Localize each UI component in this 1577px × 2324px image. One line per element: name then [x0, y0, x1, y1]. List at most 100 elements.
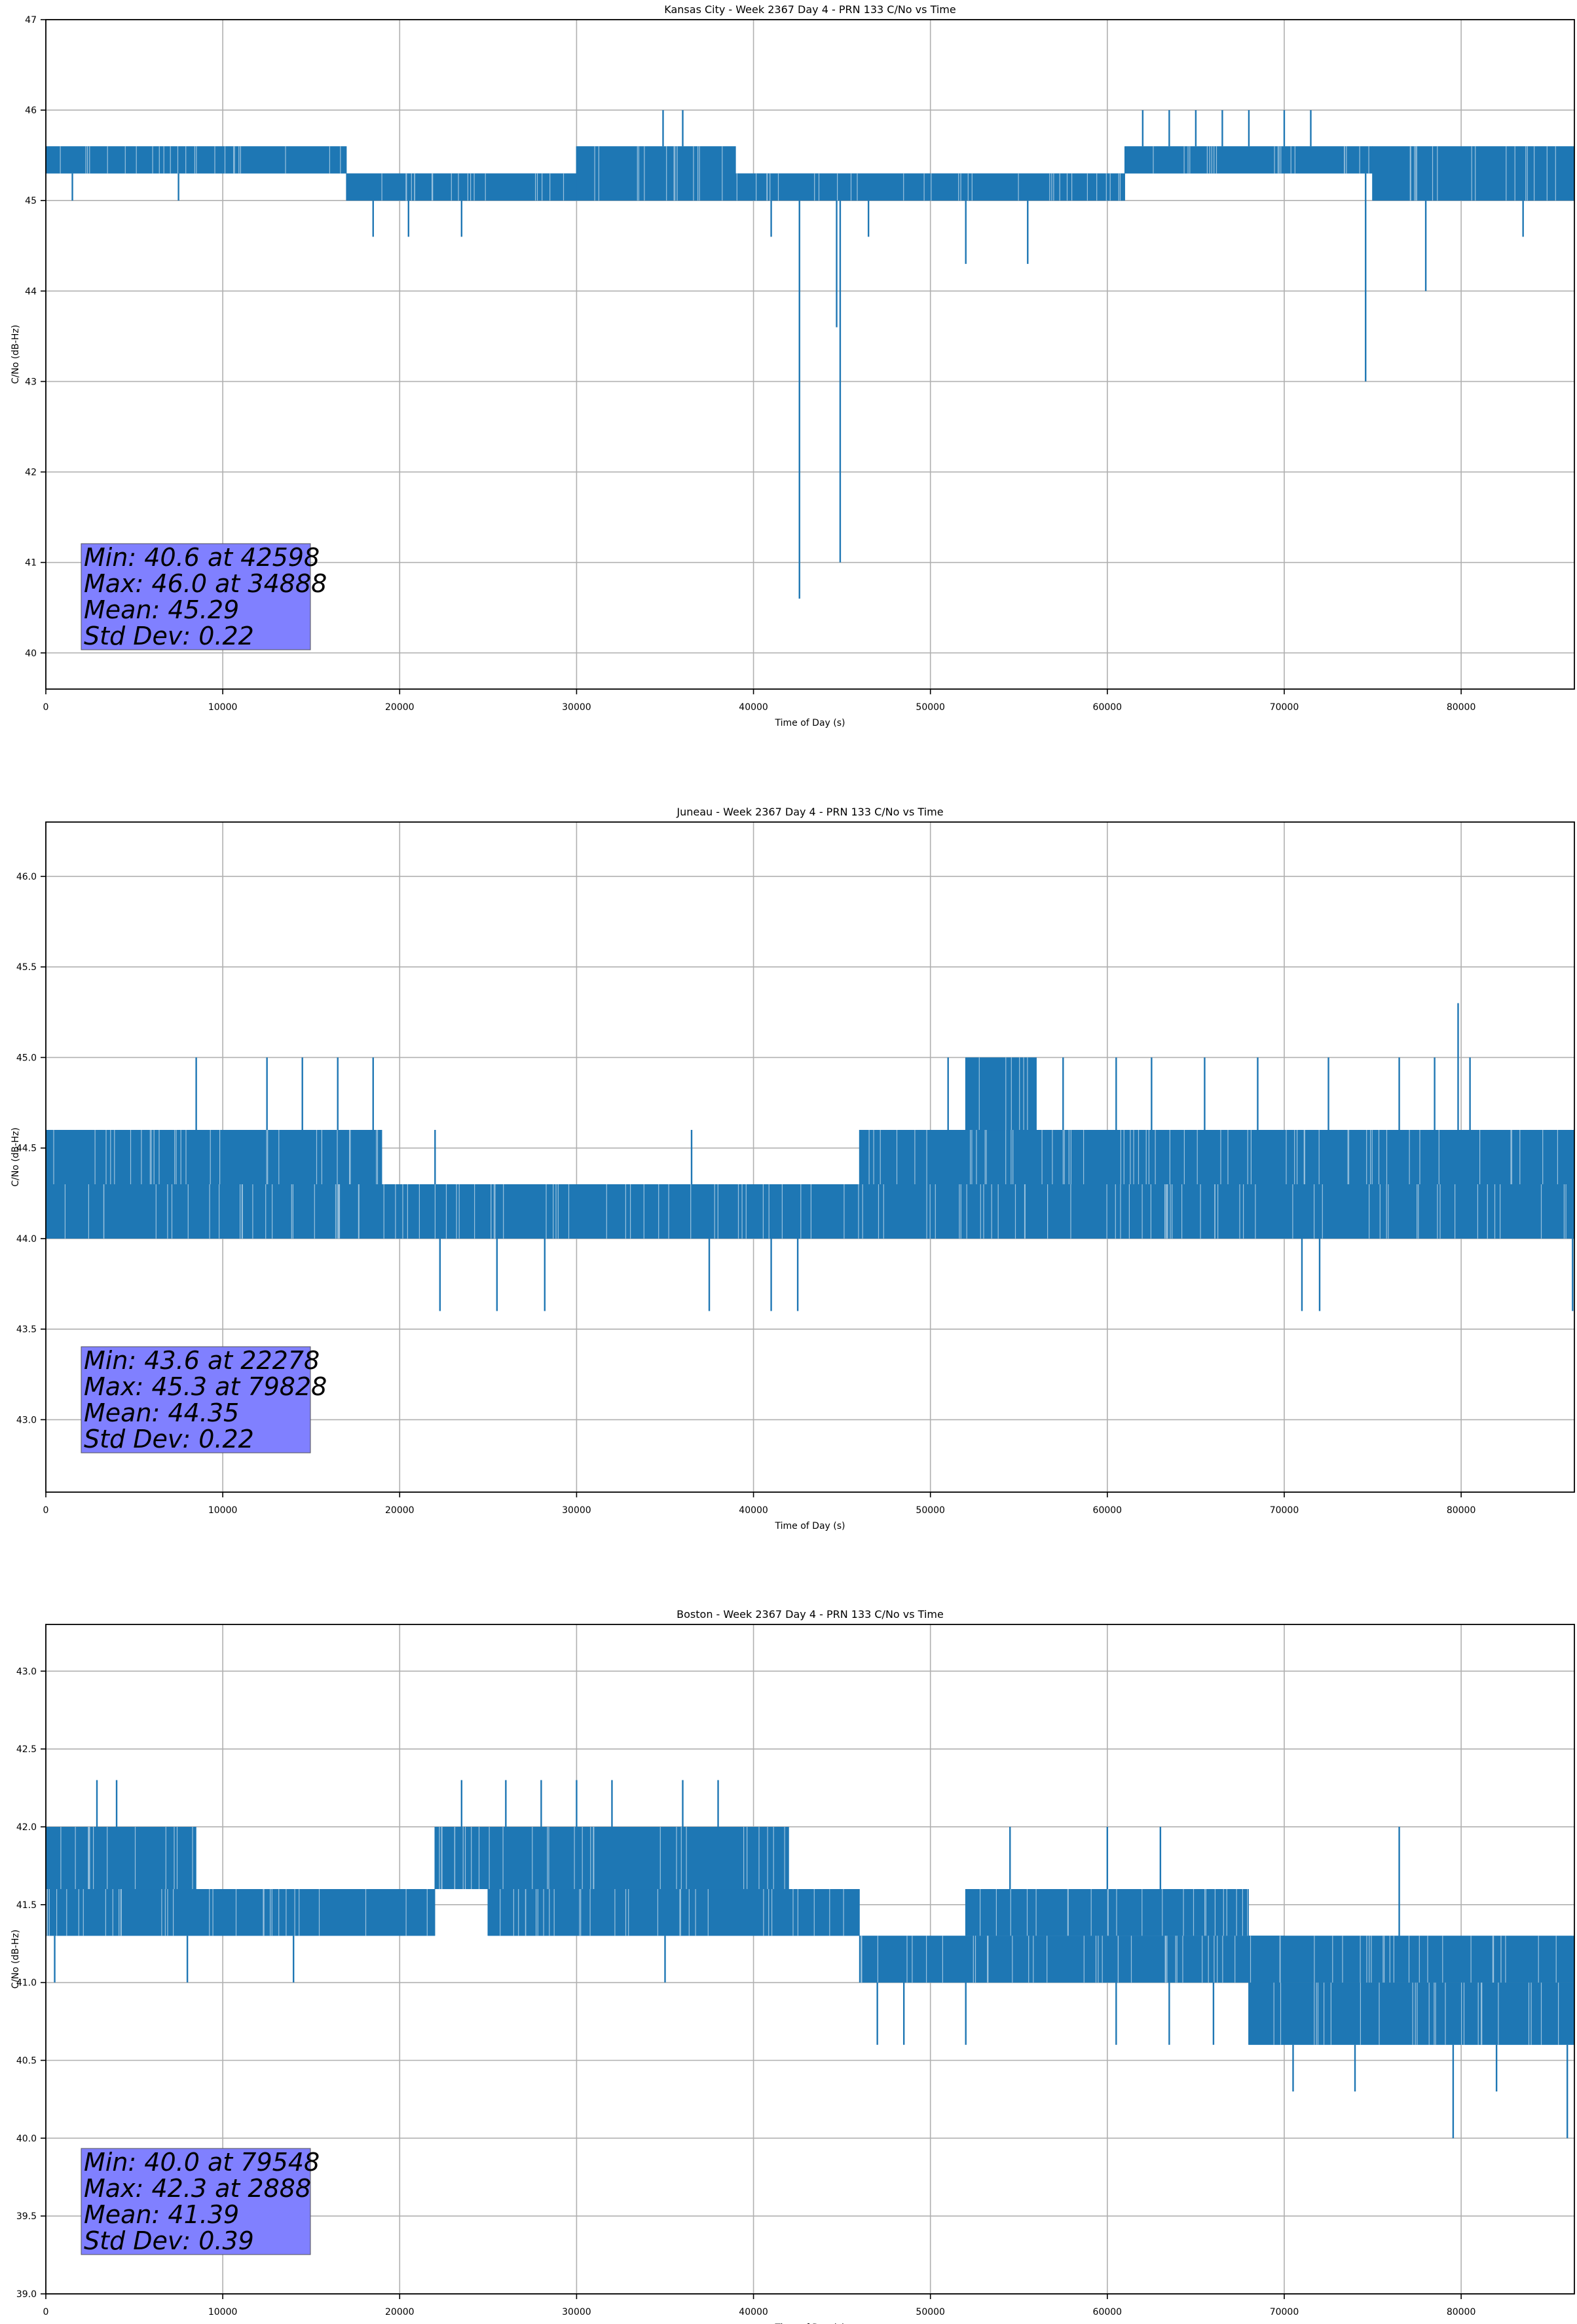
stats-line: Std Dev: 0.39 [84, 2226, 254, 2255]
series-line [45, 1057, 1575, 1239]
texture-strokes [381, 173, 415, 201]
stats-line: Min: 43.6 at 22278 [84, 1346, 320, 1375]
texture-strokes [60, 146, 341, 174]
x-axis-label: Time of Day (s) [775, 1521, 845, 1531]
stats-line: Max: 46.0 at 34888 [84, 569, 327, 598]
band-fill [965, 1057, 1037, 1131]
stats-line: Mean: 41.39 [84, 2200, 239, 2229]
y-tick-label: 42 [25, 468, 37, 478]
y-axis-label: C/No (dB-Hz) [10, 325, 21, 384]
band-fill [735, 173, 1125, 201]
stats-line: Std Dev: 0.22 [84, 1425, 254, 1453]
y-tick-label: 43.5 [16, 1324, 37, 1335]
series-band-segment [859, 1130, 1575, 1184]
band-texture [60, 146, 1556, 201]
x-tick-label: 50000 [916, 2307, 945, 2317]
stats-line: Std Dev: 0.22 [84, 622, 254, 650]
texture-strokes [1273, 1982, 1559, 2045]
series-band-segment [576, 146, 736, 201]
y-tick-label: 44 [25, 286, 37, 297]
x-axis-label: Time of Day (s) [775, 2323, 845, 2324]
texture-strokes [736, 173, 1121, 201]
x-tick-label: 70000 [1270, 2307, 1299, 2317]
x-tick-label: 60000 [1093, 2307, 1122, 2317]
texture-strokes [862, 1184, 1567, 1239]
x-tick-label: 30000 [562, 1505, 591, 1516]
y-tick-label: 43 [25, 377, 37, 387]
series-band-segment [1124, 146, 1373, 174]
band-fill [859, 1130, 1574, 1184]
series-band-segment [859, 1936, 1285, 1983]
y-tick-label: 46 [25, 105, 37, 116]
texture-strokes [383, 1184, 859, 1239]
y-tick-label: 40.5 [16, 2055, 37, 2066]
band-fill [1248, 1982, 1574, 2045]
axes-frame [45, 821, 1575, 1493]
chart-panel-3: 0 10000 20000 30000 40000 50000 60000 70000 8000… [10, 1608, 1575, 2324]
band-fill [1124, 146, 1373, 174]
texture-strokes [500, 1889, 844, 1936]
stats-line: Max: 42.3 at 2888 [84, 2174, 311, 2203]
texture-strokes [861, 1936, 1236, 1983]
x-tick-label: 0 [43, 702, 49, 713]
band-fill [46, 1130, 382, 1184]
x-tick-label: 30000 [562, 702, 591, 713]
series-band-segment [965, 1057, 1037, 1131]
y-tick-label: 41.5 [16, 1900, 37, 1911]
y-tick-label: 46.0 [16, 872, 37, 882]
y-tick-label: 39.0 [16, 2289, 37, 2300]
stats-box-background [81, 543, 311, 650]
y-tick-label: 42.0 [16, 1822, 37, 1833]
texture-strokes [432, 173, 565, 201]
y-tick-label: 43.0 [16, 1415, 37, 1425]
x-tick-label: 50000 [916, 1505, 945, 1516]
x-tick-label: 20000 [385, 2307, 415, 2317]
y-tick-label: 44.0 [16, 1234, 37, 1245]
x-tick-label: 40000 [739, 2307, 768, 2317]
chart-title: Juneau - Week 2367 Day 4 - PRN 133 C/No … [676, 806, 943, 818]
texture-strokes [46, 1889, 428, 1936]
x-tick-label: 70000 [1270, 702, 1299, 713]
texture-strokes [439, 1827, 785, 1889]
stats-line: Min: 40.6 at 42598 [84, 543, 320, 572]
axes-frame [45, 1624, 1575, 2295]
x-tick-label: 60000 [1093, 1505, 1122, 1516]
texture-strokes [64, 1184, 360, 1239]
y-tick-label: 45.5 [16, 962, 37, 973]
x-tick-label: 40000 [739, 702, 768, 713]
texture-strokes [1153, 146, 1369, 174]
band-texture [53, 1057, 1567, 1239]
chart-title: Boston - Week 2367 Day 4 - PRN 133 C/No … [677, 1608, 944, 1621]
y-tick-label: 40.0 [16, 2133, 37, 2144]
stats-line: Min: 40.0 at 79548 [84, 2148, 320, 2177]
band-fill [1248, 1936, 1574, 1983]
y-tick-label: 41 [25, 558, 37, 569]
band-fill [46, 1184, 382, 1239]
series-band-segment [1248, 1982, 1575, 2045]
series-band-segment [1372, 146, 1575, 201]
x-tick-label: 80000 [1447, 2307, 1476, 2317]
series-band-segment [417, 173, 577, 201]
series-band-segment [45, 1184, 382, 1239]
x-tick-label: 20000 [385, 1505, 415, 1516]
band-fill [859, 1936, 1284, 1983]
y-tick-label: 39.5 [16, 2211, 37, 2222]
series-band-segment [45, 1130, 382, 1184]
chart-panel-2: 0 10000 20000 30000 40000 50000 60000 70000 8000… [10, 806, 1575, 1531]
texture-strokes [980, 1889, 1248, 1936]
band-fill [382, 1184, 860, 1239]
y-tick-label: 45 [25, 196, 37, 206]
series-band-segment [1248, 1936, 1575, 1983]
y-axis-label: C/No (dB-Hz) [10, 1127, 21, 1186]
series-band-segment [434, 1826, 789, 1890]
band-fill [417, 173, 577, 201]
series-line [45, 146, 1575, 201]
stats-box-background [81, 2148, 311, 2255]
stats-line: Mean: 44.35 [84, 1398, 239, 1427]
y-tick-label: 45.0 [16, 1053, 37, 1063]
series-band-segment [381, 1184, 860, 1239]
x-tick-label: 50000 [916, 702, 945, 713]
